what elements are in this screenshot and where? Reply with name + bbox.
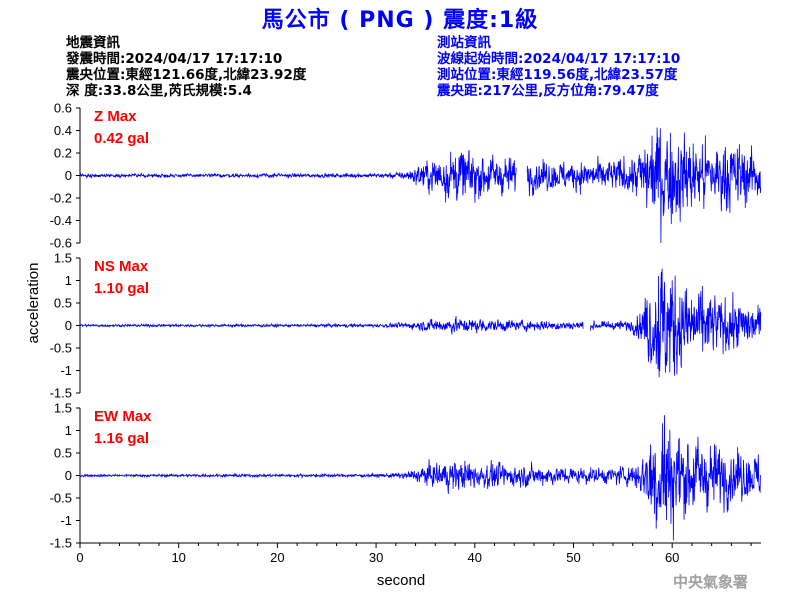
origin-time: 發震時間:2024/04/17 17:17:10 <box>66 51 283 67</box>
y-tick-label-EW: -0.5 <box>50 491 72 506</box>
x-tick-label: 0 <box>76 550 83 565</box>
y-tick-label-Z: -0.2 <box>50 191 72 206</box>
x-tick-label: 40 <box>468 550 482 565</box>
y-tick-label-NS: 1 <box>65 273 72 288</box>
max-label-EW: EW Max <box>94 408 152 425</box>
waveform-Z <box>79 127 762 244</box>
wave-start-time: 波線起始時間:2024/04/17 17:17:10 <box>437 51 681 67</box>
epicenter-location: 震央位置:東經121.66度,北緯23.92度 <box>66 67 307 83</box>
max-value-NS: 1.10 gal <box>94 280 149 297</box>
x-tick-label: 20 <box>270 550 284 565</box>
y-tick-label-NS: 0 <box>65 318 72 333</box>
y-tick-label-NS: 0.5 <box>54 296 72 311</box>
y-tick-label-NS: -1 <box>60 363 72 378</box>
x-tick-label: 10 <box>171 550 185 565</box>
station-location: 測站位置:東經119.56度,北緯23.57度 <box>437 67 678 83</box>
agency-watermark: 中央氣象署 <box>673 573 748 591</box>
max-value-Z: 0.42 gal <box>94 130 149 147</box>
max-label-Z: Z Max <box>94 108 137 125</box>
y-tick-label-NS: 1.5 <box>54 251 72 266</box>
epicentral-distance: 震央距:217公里,反方位角:79.47度 <box>437 83 659 99</box>
y-tick-label-NS: -1.5 <box>50 386 72 401</box>
y-tick-label-EW: 0.5 <box>54 446 72 461</box>
depth-magnitude: 深 度:33.8公里,芮氏規模:5.4 <box>66 83 252 99</box>
y-tick-label-EW: 0 <box>65 468 72 483</box>
y-tick-label-EW: -1 <box>60 513 72 528</box>
station-info-heading: 測站資訊 <box>437 35 491 51</box>
y-tick-label-Z: 0 <box>65 168 72 183</box>
y-tick-label-Z: 0.6 <box>54 101 72 116</box>
y-tick-label-EW: 1 <box>65 423 72 438</box>
x-tick-label: 30 <box>369 550 383 565</box>
max-value-EW: 1.16 gal <box>94 430 149 447</box>
y-tick-label-Z: -0.6 <box>50 236 72 251</box>
chart-title: 馬公市 ( PNG ) 震度:1級 <box>261 8 539 33</box>
y-axis-title: acceleration <box>25 263 42 344</box>
waveform-NS <box>79 268 762 378</box>
max-label-NS: NS Max <box>94 258 149 275</box>
y-tick-label-EW: -1.5 <box>50 536 72 551</box>
y-tick-label-Z: -0.4 <box>50 213 72 228</box>
y-tick-label-Z: 0.2 <box>54 146 72 161</box>
x-axis-title: second <box>377 572 425 589</box>
y-tick-label-EW: 1.5 <box>54 401 72 416</box>
y-tick-label-NS: -0.5 <box>50 341 72 356</box>
quake-info-heading: 地震資訊 <box>66 35 120 51</box>
waveform-EW <box>79 415 762 541</box>
quake-info-block: 地震資訊 發震時間:2024/04/17 17:17:10 震央位置:東經121… <box>66 35 306 99</box>
station-info-block: 測站資訊 波線起始時間:2024/04/17 17:17:10 測站位置:東經1… <box>437 35 680 99</box>
y-tick-label-Z: 0.4 <box>54 123 72 138</box>
x-tick-label: 60 <box>665 550 679 565</box>
x-tick-label: 50 <box>566 550 580 565</box>
